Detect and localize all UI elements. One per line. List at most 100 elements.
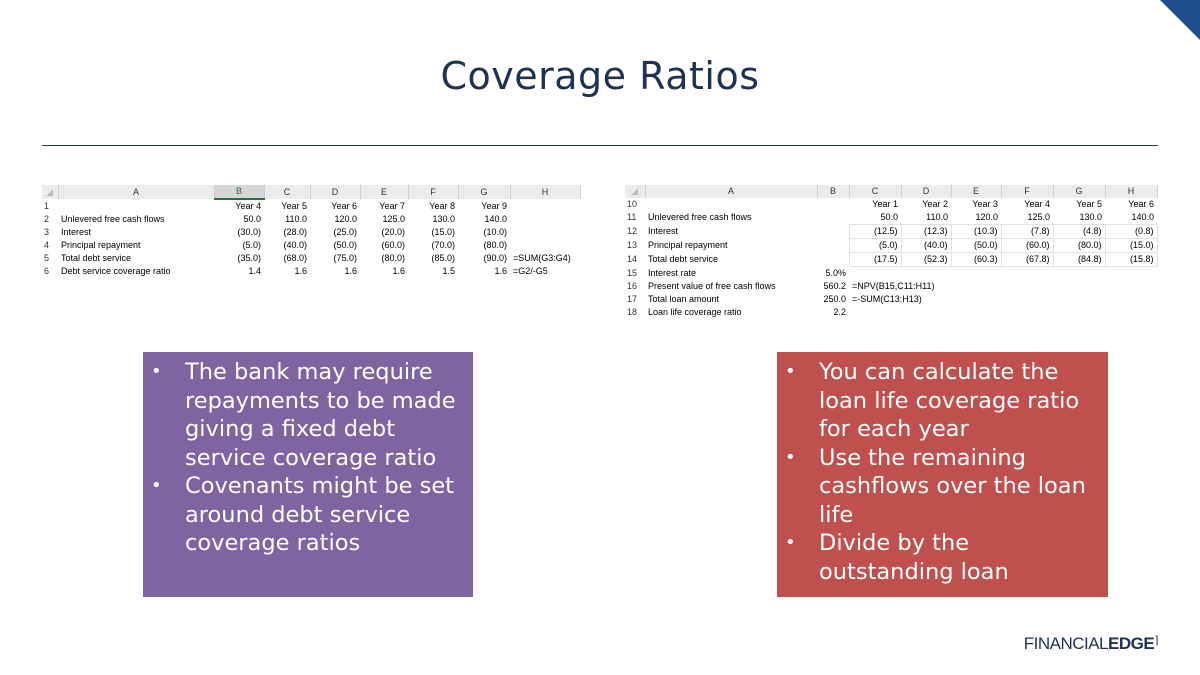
value-cell[interactable] <box>1001 306 1053 319</box>
value-cell[interactable]: Year 4 <box>1024 199 1050 209</box>
column-header-g[interactable]: G <box>1053 185 1106 198</box>
value-cell[interactable]: 130.0 <box>1079 212 1102 222</box>
row-label-cell[interactable]: Present value of free cash flows <box>648 281 776 291</box>
select-all-corner[interactable]: ◢ <box>625 185 646 198</box>
value-cell[interactable]: Year 8 <box>429 200 455 211</box>
value-cell[interactable]: (10.3) <box>950 224 1002 239</box>
row-label-cell[interactable] <box>58 199 214 213</box>
value-cell[interactable] <box>1053 267 1105 281</box>
value-cell[interactable]: 125.0 <box>1027 212 1050 222</box>
column-header-a[interactable]: A <box>645 185 818 198</box>
value-cell[interactable]: (75.0) <box>333 253 357 263</box>
value-cell[interactable]: 1.6 <box>392 266 405 276</box>
formula-cell[interactable]: =NPV(B15,C11:H11) <box>852 281 935 291</box>
formula-cell[interactable] <box>510 213 580 226</box>
value-cell[interactable]: 125.0 <box>382 214 405 224</box>
row-label-cell[interactable]: Interest <box>61 227 92 237</box>
value-cell[interactable]: Year 6 <box>331 200 357 211</box>
column-header-e[interactable]: E <box>360 185 409 199</box>
row-label-cell[interactable]: Debt service coverage ratio <box>61 266 171 276</box>
column-header-h[interactable]: H <box>1105 185 1158 198</box>
value-cell[interactable]: 1.6 <box>294 266 307 276</box>
row-label-cell[interactable]: Unlevered free cash flows <box>61 214 165 224</box>
input-cell[interactable]: 2.2 <box>833 307 846 317</box>
row-label-cell[interactable]: Interest rate <box>648 267 697 278</box>
value-cell[interactable]: (5.0) <box>242 240 261 250</box>
row-number[interactable]: 14 <box>627 254 638 264</box>
value-cell[interactable]: Year 4 <box>235 201 261 211</box>
value-cell[interactable]: 50.0 <box>880 212 898 222</box>
value-cell[interactable]: 1.6 <box>344 266 357 276</box>
formula-cell[interactable] <box>510 199 580 213</box>
row-number[interactable]: 6 <box>44 266 50 276</box>
row-number[interactable]: 5 <box>44 253 50 263</box>
value-cell[interactable]: (52.3) <box>900 252 952 267</box>
value-cell[interactable]: (15.0) <box>1104 238 1158 253</box>
value-cell[interactable]: Year 1 <box>872 199 898 209</box>
value-cell[interactable]: (90.0) <box>483 253 507 263</box>
row-label-cell[interactable]: Principal repayment <box>61 240 141 250</box>
row-label-cell[interactable]: Total debt service <box>61 253 132 263</box>
value-cell[interactable]: (70.0) <box>431 240 455 250</box>
value-cell[interactable]: (4.8) <box>1052 224 1106 239</box>
input-cell[interactable] <box>817 225 849 239</box>
value-cell[interactable] <box>1105 267 1157 281</box>
row-label-cell[interactable]: Unlevered free cash flows <box>648 212 752 223</box>
column-header-c[interactable]: C <box>264 185 311 199</box>
formula-cell[interactable] <box>510 226 580 239</box>
value-cell[interactable]: (40.0) <box>283 240 307 250</box>
formula-cell[interactable]: =SUM(G3:G4) <box>513 253 571 263</box>
column-header-e[interactable]: E <box>951 185 1002 198</box>
value-cell[interactable]: Year 6 <box>1128 199 1154 209</box>
value-cell[interactable]: (60.3) <box>950 252 1002 267</box>
value-cell[interactable]: (15.0) <box>431 227 455 237</box>
value-cell[interactable]: Year 2 <box>922 199 948 209</box>
column-header-a[interactable]: A <box>58 185 215 199</box>
column-header-f[interactable]: F <box>1001 185 1054 198</box>
value-cell[interactable]: (12.3) <box>900 224 952 239</box>
value-cell[interactable]: Year 5 <box>1076 199 1102 209</box>
value-cell[interactable]: (0.8) <box>1104 224 1158 239</box>
value-cell[interactable]: 120.0 <box>334 214 357 224</box>
value-cell[interactable]: Year 3 <box>972 199 998 209</box>
value-cell[interactable]: (20.0) <box>381 227 405 237</box>
value-cell[interactable]: (85.0) <box>431 253 455 263</box>
column-header-b[interactable]: B <box>817 185 850 198</box>
value-cell[interactable] <box>1001 267 1053 281</box>
select-all-corner[interactable]: ◢ <box>42 185 59 199</box>
column-header-g[interactable]: G <box>458 185 511 199</box>
column-header-d[interactable]: D <box>901 185 952 198</box>
row-label-cell[interactable]: Interest <box>648 226 679 236</box>
value-cell[interactable] <box>849 267 901 281</box>
column-header-d[interactable]: D <box>310 185 361 199</box>
row-number[interactable]: 16 <box>627 281 638 291</box>
value-cell[interactable]: (50.0) <box>333 240 357 250</box>
row-number[interactable]: 1 <box>44 200 50 211</box>
formula-cell[interactable] <box>510 239 580 252</box>
row-number[interactable]: 12 <box>627 226 638 236</box>
value-cell[interactable]: 110.0 <box>285 214 307 224</box>
value-cell[interactable] <box>1053 306 1105 319</box>
value-cell[interactable]: (12.5) <box>848 224 902 239</box>
row-label-cell[interactable]: Total loan amount <box>648 294 720 304</box>
column-header-c[interactable]: C <box>849 185 902 198</box>
row-number[interactable]: 4 <box>44 240 50 250</box>
row-number[interactable]: 11 <box>627 212 637 223</box>
value-cell[interactable]: (40.0) <box>900 238 952 253</box>
formula-cell[interactable]: =-SUM(C13:H13) <box>852 294 922 304</box>
value-cell[interactable]: (50.0) <box>950 238 1002 253</box>
row-number[interactable]: 15 <box>627 267 638 278</box>
row-number[interactable]: 10 <box>627 199 638 209</box>
row-number[interactable]: 13 <box>627 240 638 250</box>
value-cell[interactable]: (80.0) <box>381 253 405 263</box>
value-cell[interactable]: (60.0) <box>381 240 405 250</box>
value-cell[interactable] <box>901 306 951 319</box>
input-cell[interactable] <box>817 211 849 225</box>
value-cell[interactable]: (25.0) <box>333 227 357 237</box>
row-label-cell[interactable]: Total debt service <box>648 254 719 264</box>
value-cell[interactable] <box>1105 306 1157 319</box>
row-number[interactable]: 17 <box>627 294 638 304</box>
value-cell[interactable]: (5.0) <box>848 238 902 253</box>
column-header-b[interactable]: B <box>214 185 265 200</box>
value-cell[interactable] <box>849 306 901 319</box>
